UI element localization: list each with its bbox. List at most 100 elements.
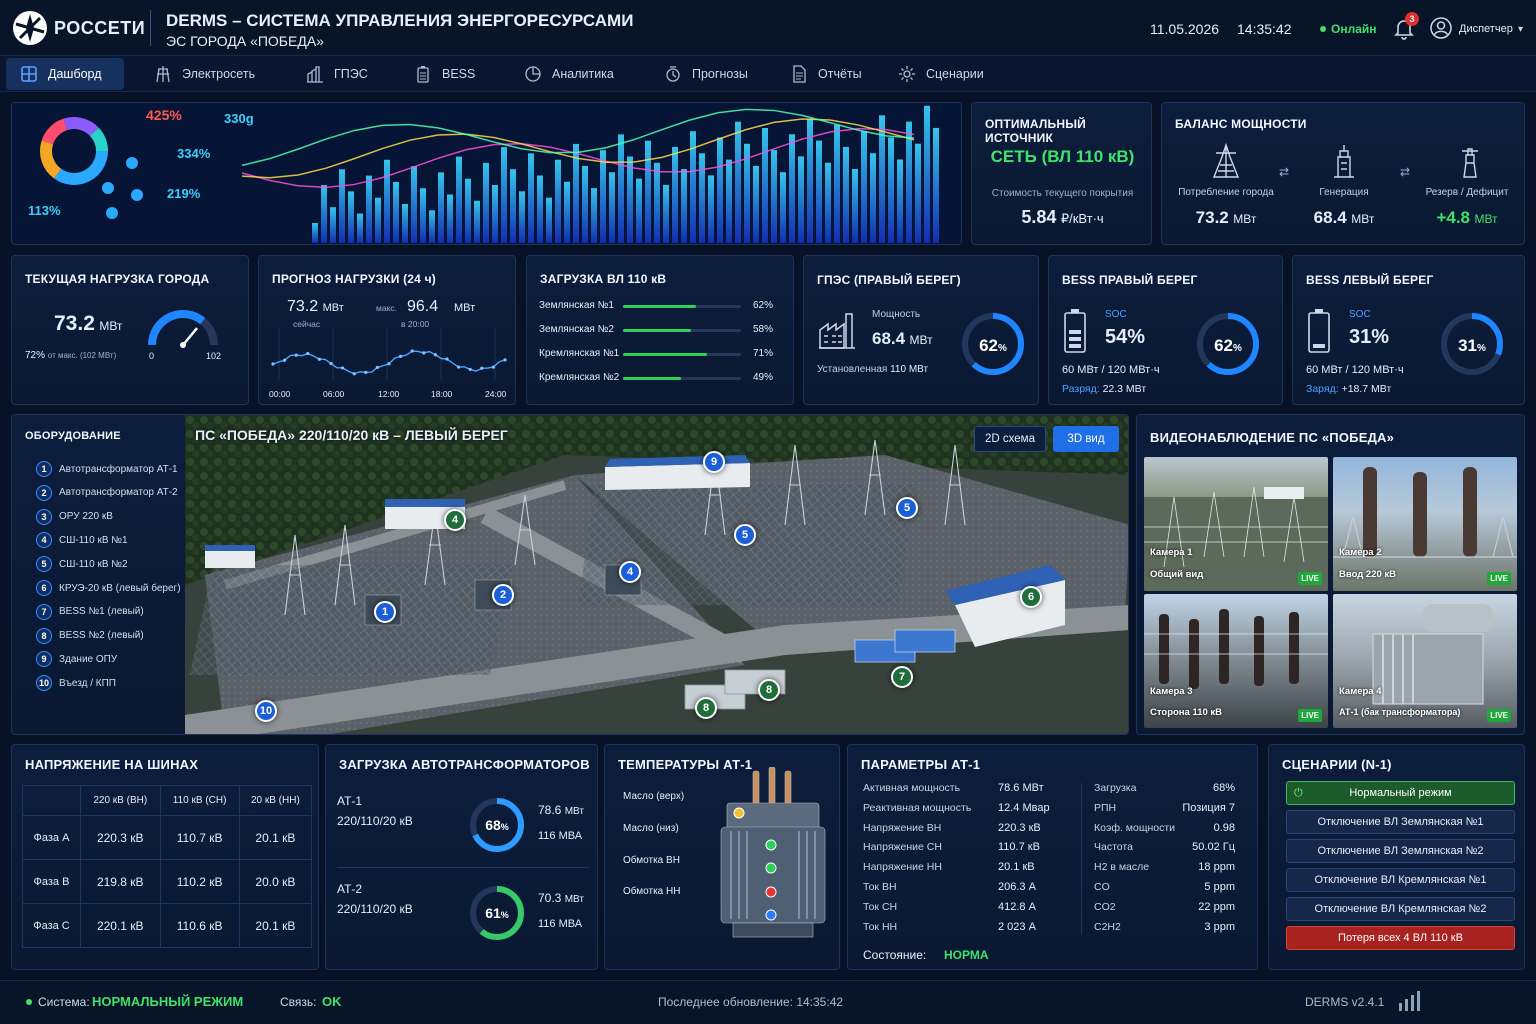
param-value: 50.02 Гц <box>1192 841 1235 854</box>
scene-title: ПС «ПОБЕДА» 220/110/20 кВ – ЛЕВЫЙ БЕРЕГ <box>195 427 508 443</box>
view-3d-button[interactable]: 3D вид <box>1053 426 1119 452</box>
banner-bar <box>888 137 894 243</box>
tab-gpes[interactable]: ГПЭС <box>292 58 382 90</box>
forecast-point <box>468 367 472 372</box>
map-marker-4[interactable]: 4 <box>619 561 641 583</box>
map-marker-10[interactable]: 10 <box>255 700 277 722</box>
banner-bar <box>546 197 552 243</box>
bess-left-ring-gauge <box>1441 313 1503 375</box>
forecast-icon <box>666 66 680 82</box>
scenario-button[interactable]: Отключение ВЛ Землянская №2 <box>1286 839 1515 863</box>
scenario-button[interactable]: Отключение ВЛ Землянская №1 <box>1286 810 1515 834</box>
donut-segment <box>41 118 68 145</box>
divider <box>337 867 589 868</box>
user-avatar-icon[interactable] <box>1430 17 1452 39</box>
camera-1-feed[interactable]: Камера 1 Общий вид LIVE <box>1144 457 1328 591</box>
equipment-item[interactable]: 5 СШ-110 кВ №2 <box>36 556 128 573</box>
tab-analytics[interactable]: Аналитика <box>510 58 628 90</box>
tab-bess[interactable]: BESS <box>400 58 489 90</box>
equipment-item[interactable]: 3 ОРУ 220 кВ <box>36 508 113 525</box>
param-value: 110.7 кВ <box>998 841 1040 854</box>
map-marker-1[interactable]: 1 <box>374 601 396 623</box>
banner-bar <box>843 146 849 243</box>
tab-reports[interactable]: Отчёты <box>776 58 876 90</box>
banner-metric: 330g <box>224 111 254 126</box>
card-title: BESS ПРАВЫЙ БЕРЕГ <box>1062 273 1198 287</box>
camera-3-feed[interactable]: Камера 3 Сторона 110 кВ LIVE <box>1144 594 1328 728</box>
equipment-item[interactable]: 1 Автотрансформатор АТ-1 <box>36 461 178 477</box>
map-marker-6[interactable]: 6 <box>1020 586 1042 608</box>
forecast-now-label: сейчас <box>293 319 321 329</box>
state-label: Состояние: <box>863 948 927 962</box>
bess-capacity: 60 МВт / 120 МВт·ч <box>1306 364 1404 376</box>
map-marker-9[interactable]: 9 <box>703 451 725 473</box>
generation-unit: МВт <box>1351 212 1375 226</box>
city-load-card: ТЕКУЩАЯ НАГРУЗКА ГОРОДА 73.2 МВт 72% от … <box>11 255 249 405</box>
param-label: Напряжение ВН <box>863 821 942 834</box>
equipment-number-badge: 10 <box>36 675 52 692</box>
scenario-button[interactable]: Отключение ВЛ Кремлянская №2 <box>1286 897 1515 921</box>
system-status: НОРМАЛЬНЫЙ РЕЖИМ <box>92 994 244 1009</box>
last-update: Последнее обновление: 14:35:42 <box>658 995 843 1009</box>
forecast-point <box>491 365 495 369</box>
banner-bar <box>726 159 732 243</box>
equipment-item[interactable]: 10 Въезд / КПП <box>36 675 116 692</box>
tab-dashboard[interactable]: Дашборд <box>6 58 124 90</box>
camera-4-feed[interactable]: Камера 4 АТ-1 (бак трансформатора) LIVE <box>1333 594 1517 728</box>
map-marker-4b[interactable]: 4 <box>444 509 466 531</box>
map-marker-8[interactable]: 8 <box>758 679 780 701</box>
map-marker-5[interactable]: 5 <box>734 524 756 546</box>
banner-metric: 219% <box>167 186 201 201</box>
banner-bar <box>375 197 381 243</box>
equipment-item[interactable]: 4 СШ-110 кВ №1 <box>36 532 128 549</box>
tab-scenarios[interactable]: Сценарии <box>884 58 998 90</box>
forecast-point <box>364 370 368 374</box>
status-bar: Система: НОРМАЛЬНЫЙ РЕЖИМ Связь: OK Посл… <box>0 980 1536 1024</box>
equipment-item[interactable]: 2 Автотрансформатор АТ-2 <box>36 484 178 501</box>
table-row: Фаза B 219.8 кВ 110.2 кВ 20.0 кВ <box>22 859 313 904</box>
at2-mw-unit: МВт <box>564 894 584 905</box>
temperature-card: ТЕМПЕРАТУРЫ АТ-1 Масло (верх) Масло (низ… <box>604 744 840 970</box>
forecast-point <box>341 366 345 370</box>
equipment-item[interactable]: 6 КРУЭ-20 кВ (левый берег) <box>36 580 181 596</box>
equipment-item[interactable]: 8 BESS №2 (левый) <box>36 627 144 644</box>
banner-dot <box>126 157 138 169</box>
scenario-normal-button[interactable]: ⏻ Нормальный режим <box>1286 781 1515 805</box>
param-label: CO <box>1094 881 1110 893</box>
view-2d-button[interactable]: 2D схема <box>974 426 1046 452</box>
version: DERMS v2.4.1 <box>1305 995 1385 1009</box>
line-pct: 62% <box>753 300 774 311</box>
scenario-critical-button[interactable]: Потеря всех 4 ВЛ 110 кВ <box>1286 926 1515 950</box>
camera-2-feed[interactable]: Камера 2 Ввод 220 кВ LIVE <box>1333 457 1517 591</box>
bess-mode-value: 22.3 МВт <box>1102 383 1147 395</box>
equipment-item[interactable]: 9 Здание ОПУ <box>36 651 117 668</box>
at1-mw-unit: МВт <box>564 806 584 817</box>
forecast-point <box>329 361 333 366</box>
system-label: Система: <box>38 995 90 1009</box>
map-marker-8b[interactable]: 8 <box>695 697 717 719</box>
gpes-ring-unit: % <box>998 343 1007 354</box>
tab-forecast[interactable]: Прогнозы <box>650 58 762 90</box>
map-marker-2[interactable]: 2 <box>492 584 514 606</box>
chevron-down-icon[interactable]: ▾ <box>1518 24 1524 35</box>
scenario-button[interactable]: Отключение ВЛ Кремлянская №1 <box>1286 868 1515 892</box>
param-label: Загрузка <box>1094 782 1137 794</box>
param-label: CO2 <box>1094 900 1116 913</box>
map-marker-7[interactable]: 7 <box>891 666 913 688</box>
camera-name: Камера 3 <box>1150 686 1193 697</box>
bess-mode-label: Заряд: <box>1306 383 1339 395</box>
donut-segment <box>40 140 62 179</box>
substation-3d-view[interactable]: ПС «ПОБЕДА» 220/110/20 кВ – ЛЕВЫЙ БЕРЕГ … <box>185 415 1128 734</box>
equipment-item[interactable]: 7 BESS №1 (левый) <box>36 603 144 620</box>
link-status: OK <box>322 994 342 1009</box>
user-name[interactable]: Диспетчер <box>1459 23 1513 35</box>
forecast-point <box>445 357 449 361</box>
equipment-label: СШ-110 кВ №2 <box>59 558 128 570</box>
banner-graphic <box>12 103 961 244</box>
card-title: БАЛАНС МОЩНОСТИ <box>1175 117 1307 131</box>
line-name: Землянская №1 <box>539 300 614 311</box>
tab-grid[interactable]: Электросеть <box>140 58 269 90</box>
equipment-label: КРУЭ-20 кВ (левый берег) <box>59 582 181 594</box>
map-marker-5b[interactable]: 5 <box>896 497 918 519</box>
generation-label: Генерация <box>1319 187 1369 198</box>
